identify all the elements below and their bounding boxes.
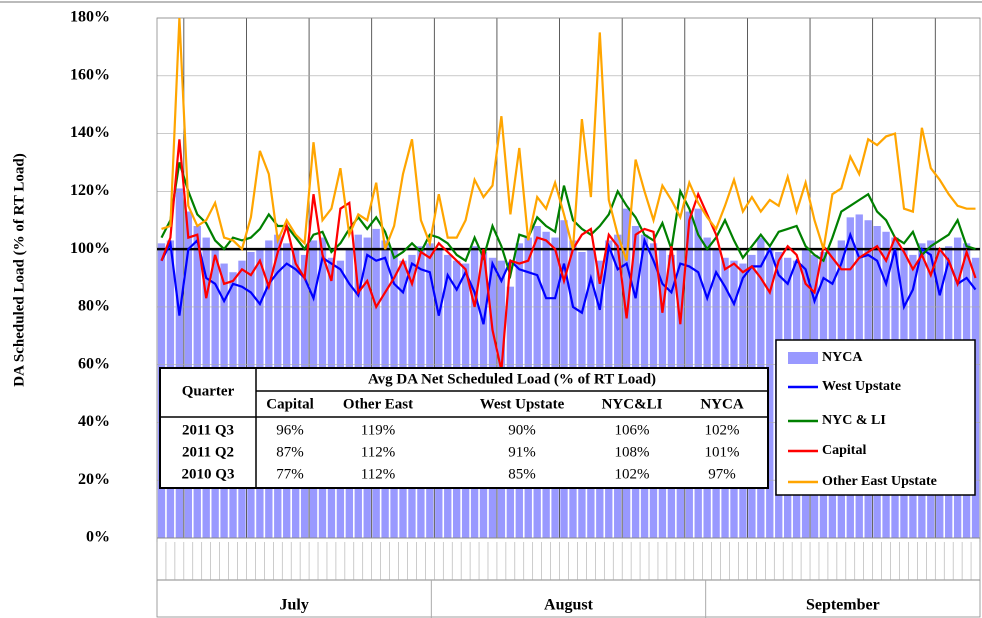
- table-cell: 112%: [361, 444, 395, 460]
- table-cell: 101%: [705, 444, 740, 460]
- table-column-header: NYC&LI: [602, 396, 663, 412]
- table-cell: 91%: [508, 444, 536, 460]
- bar: [766, 249, 774, 538]
- table-cell: 102%: [615, 466, 650, 482]
- table-cell: 106%: [615, 422, 650, 438]
- table-row-header: 2011 Q3: [182, 422, 234, 438]
- y-tick-label: 80%: [78, 298, 110, 315]
- month-label: August: [544, 597, 594, 614]
- y-tick-label: 140%: [70, 124, 110, 141]
- table-cell: 77%: [276, 466, 304, 482]
- table-cell: 108%: [615, 444, 650, 460]
- y-tick-label: 160%: [70, 66, 110, 83]
- legend-label: Other East Upstate: [822, 474, 937, 489]
- table-column-header: Other East: [343, 396, 413, 412]
- table-cell: 87%: [276, 444, 304, 460]
- y-tick-label: 120%: [70, 182, 110, 199]
- y-tick-label: 100%: [70, 240, 110, 257]
- y-tick-label: 60%: [78, 355, 110, 372]
- table-cell: 96%: [276, 422, 304, 438]
- line-series: [160, 139, 977, 371]
- month-label: September: [806, 597, 880, 614]
- legend-box: [775, 339, 976, 496]
- table-cell: 102%: [705, 422, 740, 438]
- table-column-header: NYCA: [700, 396, 743, 412]
- line-series: [160, 162, 976, 280]
- y-tick-label: 40%: [78, 413, 110, 430]
- month-label: July: [279, 597, 308, 614]
- bar: [175, 188, 184, 538]
- plot-frame: [156, 17, 981, 618]
- legend-label: NYCA: [822, 350, 863, 365]
- table-row-header: 2010 Q3: [182, 466, 235, 482]
- line-series: [161, 17, 976, 262]
- y-axis-title: DA Scheduled Load (% of RT Load): [11, 153, 27, 386]
- table-row-header: 2011 Q2: [182, 444, 234, 460]
- table-cell: 85%: [508, 466, 536, 482]
- table-box: [159, 367, 769, 489]
- y-tick-label: 0%: [86, 529, 110, 546]
- legend-label: NYC & LI: [822, 413, 886, 428]
- table-column-header: Capital: [266, 396, 314, 412]
- table-column-header: West Upstate: [480, 396, 565, 412]
- legend-swatch: [788, 352, 818, 364]
- table-cell: 97%: [708, 466, 736, 482]
- y-tick-label: 20%: [78, 471, 110, 488]
- table-group-header: Avg DA Net Scheduled Load (% of RT Load): [368, 371, 656, 387]
- table-header: Quarter: [182, 383, 235, 399]
- legend-label: West Upstate: [822, 379, 901, 394]
- y-tick-label: 180%: [70, 9, 110, 26]
- table-cell: 90%: [508, 422, 536, 438]
- table-cell: 119%: [361, 422, 395, 438]
- table-cell: 112%: [361, 466, 395, 482]
- legend-label: Capital: [822, 443, 866, 458]
